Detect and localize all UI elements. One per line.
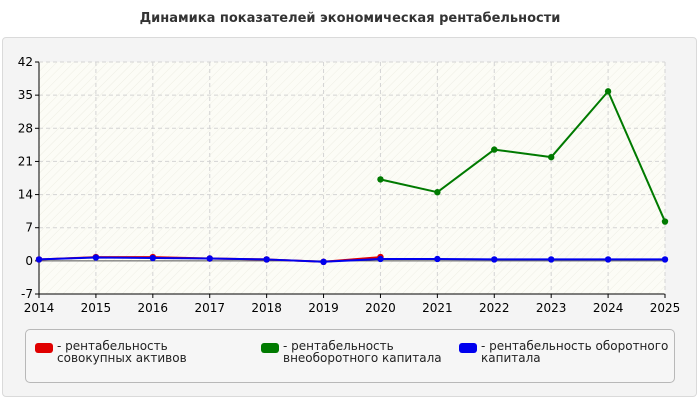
legend-item-noncurrent-capital: - рентабельность внеоборотного капитала	[261, 340, 453, 364]
y-tick-label: -7	[21, 287, 33, 301]
chart-legend: - рентабельность совокупных активов - ре…	[25, 329, 675, 383]
series-lines	[35, 88, 669, 266]
data-point-series-2	[377, 176, 384, 183]
plot-area	[39, 62, 665, 294]
y-tick-label: 21	[18, 154, 33, 168]
axes	[35, 61, 666, 298]
series-line-2	[380, 90, 666, 222]
y-tick-label: 14	[18, 188, 33, 202]
y-tick-label: 7	[25, 221, 33, 235]
data-point-series-3	[604, 256, 612, 263]
legend-swatch-green	[261, 343, 279, 353]
x-tick-label: 2015	[81, 301, 112, 315]
chart-title: Динамика показателей экономическая рента…	[139, 11, 561, 26]
legend-item-working-capital: - рентабельность оборотного капитала	[459, 340, 681, 364]
legend-label-noncurrent-capital: - рентабельность внеоборотного капитала	[283, 339, 442, 365]
legend-item-total-assets: - рентабельность совокупных активов	[35, 340, 237, 364]
data-point-series-3	[434, 255, 441, 263]
x-tick-label: 2025	[650, 301, 681, 315]
data-point-series-2	[491, 146, 498, 153]
data-point-series-2	[434, 189, 441, 196]
legend-swatch-blue	[459, 343, 477, 353]
legend-label-total-assets: - рентабельность совокупных активов	[57, 339, 187, 365]
data-point-series-3	[35, 256, 43, 263]
y-tick-label: 35	[18, 88, 33, 102]
x-tick-label: 2021	[422, 301, 453, 315]
data-point-series-3	[320, 258, 327, 266]
tick-labels: -7 0 7 14 21 28 35 42 2014 2015 2016 2017 2018 2019 20…	[18, 55, 681, 315]
data-point-series-3	[149, 254, 157, 262]
x-tick-label: 2020	[365, 301, 396, 315]
grid-lines	[39, 61, 665, 294]
x-tick-label: 2017	[194, 301, 225, 315]
data-point-series-3	[263, 256, 270, 263]
data-point-series-3	[92, 254, 100, 261]
data-point-series-3	[206, 255, 213, 262]
x-tick-label: 2014	[24, 301, 55, 315]
legend-swatch-red	[35, 343, 53, 353]
legend-label-working-capital: - рентабельность оборотного капитала	[481, 339, 669, 365]
data-point-series-3	[547, 256, 555, 263]
y-tick-label: 0	[25, 254, 33, 268]
x-tick-label: 2018	[251, 301, 282, 315]
x-tick-label: 2023	[536, 301, 567, 315]
x-tick-label: 2016	[138, 301, 169, 315]
data-point-series-2	[661, 218, 669, 225]
y-tick-label: 28	[18, 121, 33, 135]
data-point-series-3	[661, 256, 669, 263]
data-point-series-2	[604, 88, 612, 95]
data-point-series-2	[547, 153, 555, 161]
data-point-series-3	[491, 256, 498, 263]
x-tick-label: 2024	[593, 301, 624, 315]
x-tick-label: 2019	[308, 301, 339, 315]
series-line-3	[38, 256, 665, 263]
y-tick-label: 42	[18, 55, 33, 69]
data-point-series-3	[377, 255, 384, 263]
x-tick-label: 2022	[479, 301, 510, 315]
